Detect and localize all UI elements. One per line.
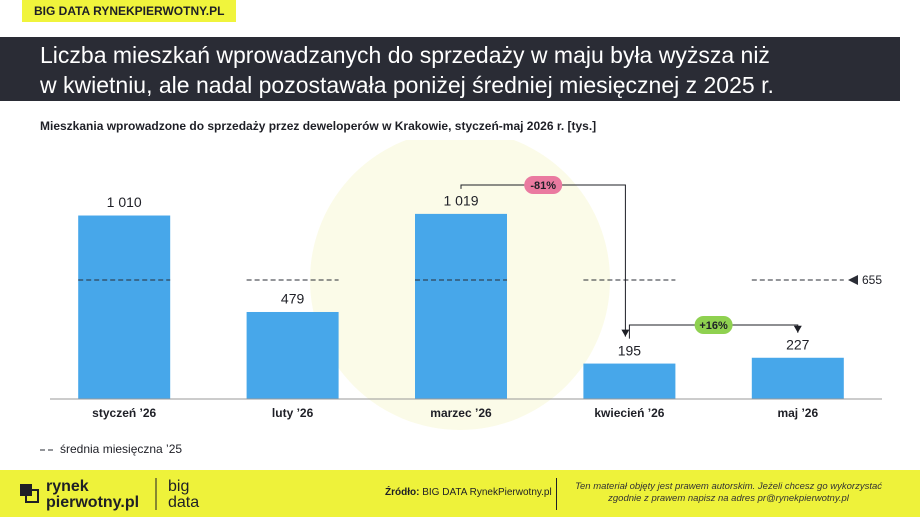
footer-divider [556, 478, 557, 510]
legend-text: średnia miesięczna ’25 [60, 442, 182, 456]
chart-title: Liczba mieszkań wprowadzanych do sprzeda… [40, 42, 770, 68]
chart: 1 010 styczeń ’26 479 luty ’26 1 019 marzec ’… [40, 140, 882, 456]
x-tick-label: luty ’26 [272, 406, 314, 420]
footer: rynek pierwotny.pl big data [0, 470, 920, 517]
chart-title: w kwietniu, ale nadal pozostawała poniże… [40, 72, 774, 98]
value-label: 1 010 [107, 194, 142, 210]
x-tick-label: maj ’26 [777, 406, 818, 420]
x-tick-label: styczeń ’26 [92, 406, 156, 420]
bar [583, 363, 676, 399]
annotation-text: +16% [699, 320, 728, 332]
logo: rynek pierwotny.pl big data [20, 478, 199, 511]
bar [415, 213, 507, 399]
logo-text: big [168, 478, 189, 495]
bar [751, 357, 844, 399]
value-label: 195 [618, 342, 642, 358]
title-band: Liczba mieszkań wprowadzanych do sprzeda… [0, 37, 900, 101]
annotation-text: -81% [530, 180, 556, 192]
x-tick-label: kwiecień ’26 [594, 406, 664, 420]
value-label: 1 019 [443, 193, 478, 209]
source-label: Źródło: [385, 487, 420, 498]
logo-icon [25, 489, 39, 503]
note-line: Ten materiał objęty jest prawem autorski… [575, 481, 882, 492]
brand-tag: BIG DATA RYNEKPIERWOTNY.PL [22, 0, 237, 22]
value-label: 227 [786, 336, 810, 352]
x-tick-label: marzec ’26 [430, 406, 492, 420]
note-line: zgodnie z prawem napisz na adres pr@ryne… [608, 493, 849, 504]
source: Źródło: BIG DATA RynekPierwotny.pl [385, 487, 552, 498]
copyright-note: Ten materiał objęty jest prawem autorski… [575, 481, 882, 505]
average-label: 655 [862, 273, 882, 287]
annotation-pill [694, 316, 733, 334]
annotation-pill [524, 176, 563, 194]
average-marker [848, 275, 858, 286]
arrow-head [793, 325, 802, 333]
logo-text: data [168, 494, 199, 511]
source-text: BIG DATA RynekPierwotny.pl [422, 487, 552, 498]
chart-subtitle: Mieszkania wprowadzone do sprzedaży prze… [40, 119, 597, 133]
logo-text: rynek [46, 478, 89, 495]
value-label: 479 [281, 291, 305, 307]
arrow-head [621, 329, 630, 337]
bar [78, 215, 171, 399]
logo-text: pierwotny.pl [46, 494, 139, 511]
bar [246, 311, 339, 399]
